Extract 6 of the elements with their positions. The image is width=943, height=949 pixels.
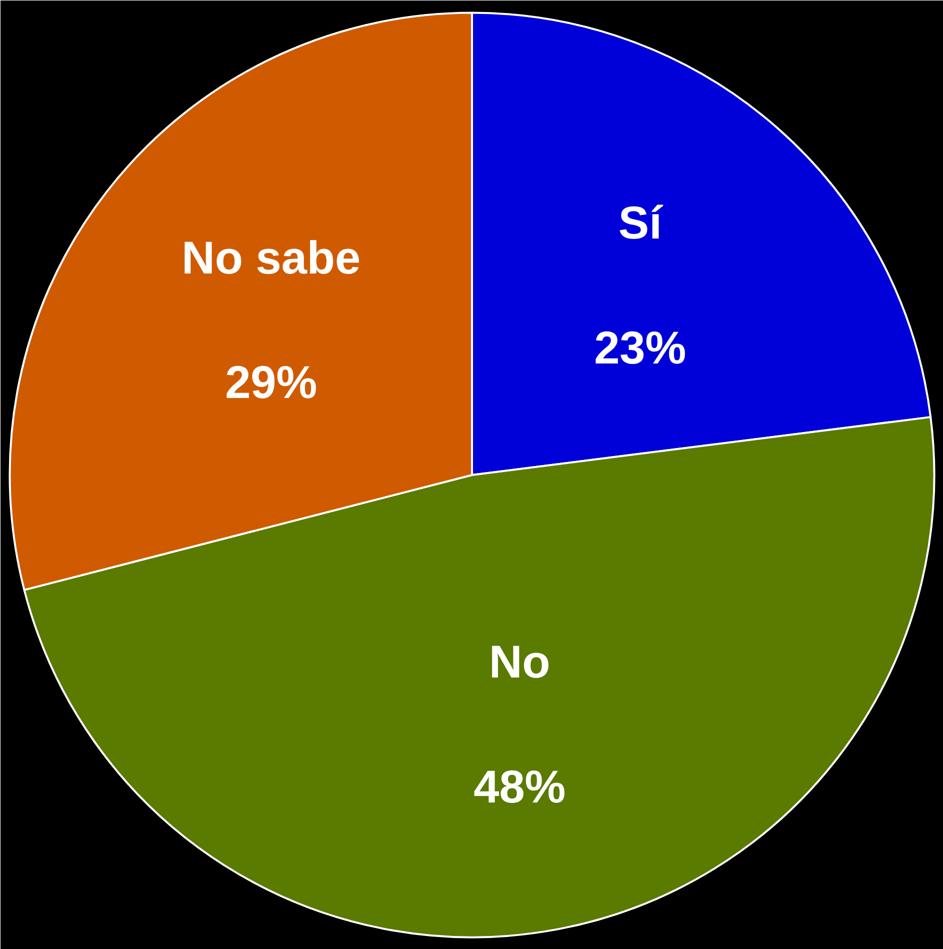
slice-label: Sí <box>618 196 664 249</box>
slice-label: No sabe <box>182 231 361 284</box>
slice-label: No <box>488 635 550 688</box>
data-label: 23% <box>594 321 686 374</box>
data-label: 48% <box>474 760 566 812</box>
data-label: 29% <box>225 356 318 408</box>
